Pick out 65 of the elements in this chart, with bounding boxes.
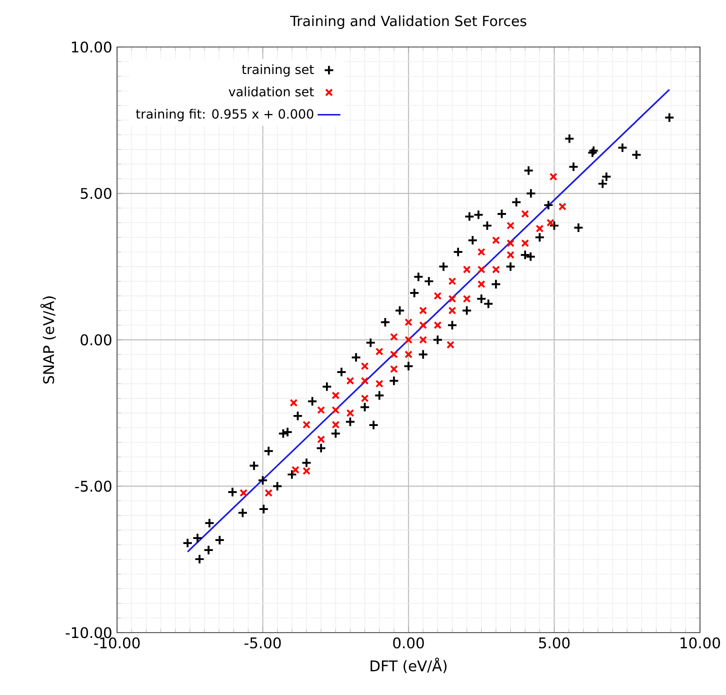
x-tick-label: -10.00 [94, 638, 140, 649]
point [332, 392, 340, 400]
point [419, 336, 428, 344]
point [375, 380, 384, 388]
point [302, 467, 310, 476]
legend-label: validation set [228, 86, 314, 97]
point [264, 489, 273, 498]
x-tick-label: -5.00 [244, 638, 281, 649]
point [477, 280, 486, 288]
point [477, 248, 486, 256]
point [462, 295, 471, 303]
point [546, 218, 554, 227]
point [317, 436, 326, 444]
x-tick-label: 5.00 [539, 638, 570, 649]
y-tick-label: -10.00 [66, 627, 112, 638]
point [390, 333, 398, 342]
point [375, 348, 384, 356]
point [462, 266, 471, 274]
x-tick-label: 10.00 [680, 638, 720, 649]
point [521, 210, 530, 218]
chart-title: Training and Validation Set Forces [290, 16, 526, 30]
point [419, 306, 428, 315]
point [521, 239, 530, 248]
point [446, 341, 454, 349]
point [404, 336, 412, 344]
point [492, 266, 500, 274]
point [291, 466, 300, 474]
point [332, 406, 340, 414]
legend-label: training set [242, 64, 314, 77]
point [404, 350, 412, 359]
point [448, 306, 456, 315]
point [448, 277, 456, 286]
point [390, 350, 398, 359]
point [346, 377, 354, 385]
point [302, 420, 310, 429]
point [434, 292, 442, 300]
y-tick-label: 10.00 [72, 42, 112, 53]
point [360, 362, 369, 370]
point [448, 295, 456, 303]
point [558, 202, 566, 211]
y-tick-label: -5.00 [75, 480, 112, 492]
point [404, 318, 412, 326]
point [360, 394, 369, 402]
point [536, 224, 544, 233]
x-axis-title: DFT (eV/Å) [370, 658, 447, 674]
point [317, 406, 326, 414]
point [346, 409, 354, 418]
point [477, 266, 486, 274]
point [549, 172, 558, 181]
point [492, 236, 500, 244]
point [390, 365, 398, 374]
point [506, 239, 514, 248]
point [419, 321, 428, 330]
point [240, 489, 248, 498]
point [360, 377, 369, 385]
point [434, 321, 442, 330]
legend-label: training fit: 0.955 x + 0.000 [136, 109, 314, 122]
point [506, 251, 514, 260]
x-tick-label: 0.00 [393, 638, 424, 649]
point [290, 398, 298, 407]
y-tick-label: 5.00 [80, 188, 112, 200]
point [332, 420, 340, 429]
y-axis-title: SNAP (eV/Å) [40, 296, 56, 384]
y-tick-label: 0.00 [80, 334, 112, 346]
point [506, 222, 514, 230]
